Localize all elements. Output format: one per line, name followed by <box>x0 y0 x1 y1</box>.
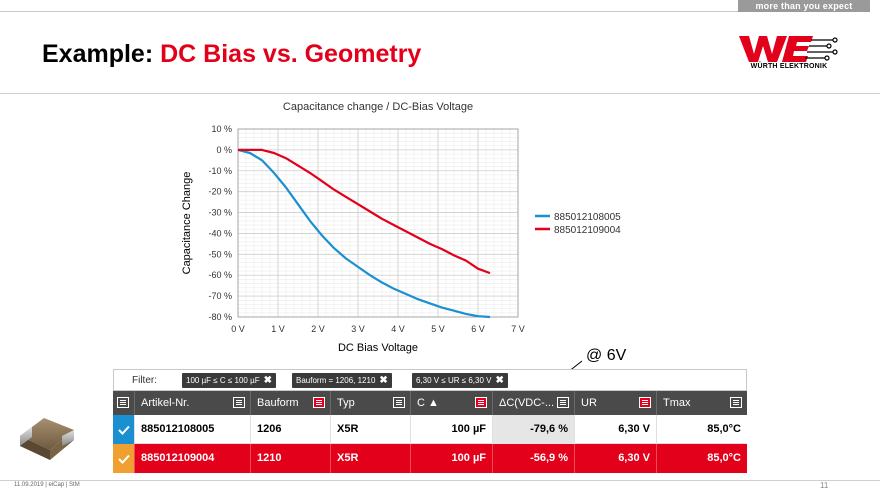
cell-typ: X5R <box>331 444 411 473</box>
table-header: Artikel-Nr. Bauform Typ C ▲ ΔC(VDC-... U… <box>113 391 747 415</box>
capacitor-chip-icon <box>20 418 74 460</box>
filter-active-icon[interactable] <box>639 397 651 408</box>
y-tick-label: -10 % <box>208 166 232 176</box>
column-label: ΔC(VDC-... <box>499 397 555 409</box>
page-title: Example: DC Bias vs. Geometry <box>42 40 421 69</box>
menu-icon[interactable] <box>557 397 569 408</box>
x-axis-label: DC Bias Voltage <box>338 342 418 354</box>
cell-c: 100 µF <box>411 415 493 444</box>
y-tick-label: -80 % <box>208 312 232 322</box>
row-checkbox[interactable] <box>113 415 135 444</box>
top-rule <box>0 11 738 12</box>
chart: 0 V 1 V 2 V 3 V 4 V 5 V 6 V 7 V 10 % 0 % -10 % -20 … <box>170 96 650 361</box>
filter-bar: Filter: 100 µF ≤ C ≤ 100 µF ✖ Bauform = 1… <box>113 369 747 391</box>
cell-typ: X5R <box>331 415 411 444</box>
cell-tmax: 85,0°C <box>707 423 741 435</box>
column-label: C ▲ <box>417 397 439 409</box>
column-label: Bauform <box>257 397 299 409</box>
legend-label: 885012109004 <box>554 225 621 236</box>
y-tick-label: -70 % <box>208 291 232 301</box>
series-line-885012108005 <box>237 148 491 319</box>
title-prefix: Example: <box>42 40 161 68</box>
menu-icon[interactable] <box>233 397 245 408</box>
filter-active-icon[interactable] <box>475 397 487 408</box>
column-header-typ[interactable]: Typ <box>331 391 411 415</box>
close-icon[interactable]: ✖ <box>495 375 504 386</box>
x-tick-label: 2 V <box>311 324 325 334</box>
cell-c: 100 µF <box>411 444 493 473</box>
title-accent: DC Bias vs. Geometry <box>160 40 422 68</box>
menu-icon[interactable] <box>393 397 405 408</box>
x-tick-label: 0 V <box>231 324 245 334</box>
filter-chip-capacitance[interactable]: 100 µF ≤ C ≤ 100 µF ✖ <box>182 373 276 388</box>
filter-chip-label: Bauform = 1206, 1210 <box>296 376 376 385</box>
y-tick-label: -40 % <box>208 228 232 238</box>
menu-icon[interactable] <box>730 397 742 408</box>
filter-chip-bauform[interactable]: Bauform = 1206, 1210 ✖ <box>292 373 392 388</box>
y-tick-label: -30 % <box>208 208 232 218</box>
legend-label: 885012108005 <box>554 212 621 223</box>
column-label: Tmax <box>663 397 691 409</box>
row-checkbox[interactable] <box>113 444 135 473</box>
close-icon[interactable]: ✖ <box>379 375 388 386</box>
column-label: UR <box>581 397 597 409</box>
menu-icon[interactable] <box>117 397 129 408</box>
checkmark-icon <box>117 454 130 464</box>
x-tick-label: 6 V <box>471 324 485 334</box>
cell-artikel: 885012108005 <box>135 415 251 444</box>
page-number: 11 <box>820 481 829 490</box>
x-tick-label: 1 V <box>271 324 285 334</box>
cell-dc: -79,6 % <box>493 415 575 444</box>
select-all-header[interactable] <box>113 391 135 415</box>
we-logo-icon <box>739 36 838 62</box>
x-tick-label: 7 V <box>511 324 525 334</box>
x-tick-label: 5 V <box>431 324 445 334</box>
close-icon[interactable]: ✖ <box>263 375 272 386</box>
column-header-artikel[interactable]: Artikel-Nr. <box>135 391 251 415</box>
x-tick-label: 4 V <box>391 324 405 334</box>
y-axis-label: Capacitance Change <box>181 172 193 275</box>
cell-tmax: 85,0°C <box>707 452 741 464</box>
table-row[interactable]: 885012108005 1206 X5R 100 µF -79,6 % 6,3… <box>113 415 747 444</box>
filter-chip-label: 6,30 V ≤ UR ≤ 6,30 V <box>416 376 492 385</box>
chart-svg: 0 V 1 V 2 V 3 V 4 V 5 V 6 V 7 V 10 % 0 % -10 % -20 … <box>181 101 621 354</box>
tagline: more than you expect <box>738 0 870 12</box>
column-header-c[interactable]: C ▲ <box>411 391 493 415</box>
y-tick-label: -20 % <box>208 187 232 197</box>
column-header-ur[interactable]: UR <box>575 391 657 415</box>
annotation-label: @ 6V <box>586 347 627 364</box>
plot-frame <box>237 128 519 318</box>
series-line-885012109004 <box>238 148 491 275</box>
cell-bauform: 1210 <box>251 444 331 473</box>
table-row[interactable]: 885012109004 1210 X5R 100 µF -56,9 % 6,3… <box>113 444 747 473</box>
cell-artikel: 885012109004 <box>135 444 251 473</box>
y-tick-label: -60 % <box>208 270 232 280</box>
column-header-tmax[interactable]: Tmax <box>657 391 747 415</box>
filter-chip-label: 100 µF ≤ C ≤ 100 µF <box>186 376 260 385</box>
column-header-dc[interactable]: ΔC(VDC-... <box>493 391 575 415</box>
y-tick-label: 10 % <box>211 124 232 134</box>
column-header-bauform[interactable]: Bauform <box>251 391 331 415</box>
logo-text: WÜRTH ELEKTRONIK <box>750 63 828 70</box>
filter-chip-voltage[interactable]: 6,30 V ≤ UR ≤ 6,30 V ✖ <box>412 373 508 388</box>
header-rule <box>0 93 880 94</box>
footer-rule <box>0 480 880 481</box>
chart-title: Capacitance change / DC-Bias Voltage <box>283 101 473 113</box>
column-label: Artikel-Nr. <box>141 397 190 409</box>
cell-bauform: 1206 <box>251 415 331 444</box>
filter-active-icon[interactable] <box>313 397 325 408</box>
y-tick-label: -50 % <box>208 249 232 259</box>
cell-ur: 6,30 V <box>575 444 657 473</box>
y-tick-label: 0 % <box>216 145 232 155</box>
cell-dc: -56,9 % <box>493 444 575 473</box>
checkmark-icon <box>117 425 130 435</box>
column-label: Typ <box>337 397 355 409</box>
footer-text: 11.09.2019 | eiCap | StM <box>14 482 80 488</box>
filter-label: Filter: <box>132 375 157 386</box>
x-tick-label: 3 V <box>351 324 365 334</box>
cell-ur: 6,30 V <box>575 415 657 444</box>
